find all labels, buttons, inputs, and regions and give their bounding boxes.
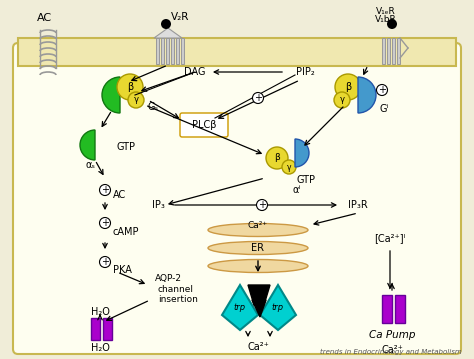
- Wedge shape: [80, 130, 95, 160]
- Text: Gⁱ: Gⁱ: [380, 104, 389, 114]
- Circle shape: [266, 147, 288, 169]
- Circle shape: [387, 19, 397, 29]
- Bar: [382, 295, 392, 323]
- Text: Ca²⁺: Ca²⁺: [381, 345, 403, 355]
- Text: V₁bR: V₁bR: [375, 15, 397, 24]
- Bar: [392, 38, 395, 64]
- Text: AC: AC: [113, 190, 126, 200]
- Text: +: +: [254, 93, 262, 103]
- Text: cAMP: cAMP: [113, 227, 139, 237]
- Text: AC: AC: [36, 13, 52, 23]
- Circle shape: [100, 218, 110, 228]
- Circle shape: [335, 74, 361, 100]
- Circle shape: [253, 93, 264, 103]
- Text: V₂R: V₂R: [171, 12, 189, 22]
- Text: αₛ: αₛ: [86, 160, 96, 170]
- Bar: [166, 38, 170, 64]
- Ellipse shape: [208, 224, 308, 237]
- Bar: [176, 38, 180, 64]
- Polygon shape: [222, 285, 258, 330]
- Text: Gₛ: Gₛ: [148, 102, 159, 112]
- Text: GTP: GTP: [117, 142, 136, 152]
- Wedge shape: [295, 139, 309, 167]
- Circle shape: [117, 74, 143, 100]
- Polygon shape: [248, 285, 270, 305]
- Text: V₁ₑR: V₁ₑR: [376, 8, 396, 17]
- Text: insertion: insertion: [158, 294, 198, 303]
- Bar: [156, 38, 159, 64]
- Text: H₂O: H₂O: [91, 343, 109, 353]
- Text: [Ca²⁺]ᴵ: [Ca²⁺]ᴵ: [374, 233, 406, 243]
- Text: Ca²⁺: Ca²⁺: [248, 222, 268, 230]
- Text: IP₃: IP₃: [152, 200, 164, 210]
- Bar: [171, 38, 174, 64]
- Text: γ: γ: [339, 95, 345, 104]
- Text: αⁱ: αⁱ: [293, 185, 301, 195]
- Bar: [18, 38, 456, 66]
- Text: PLCβ: PLCβ: [192, 120, 216, 130]
- Text: +: +: [101, 257, 109, 267]
- Text: γ: γ: [287, 163, 291, 172]
- Text: β: β: [127, 82, 133, 92]
- Text: PIP₂: PIP₂: [296, 67, 314, 77]
- Bar: [161, 38, 164, 64]
- Text: DAG: DAG: [184, 67, 206, 77]
- Polygon shape: [260, 285, 296, 330]
- Text: H₂O: H₂O: [91, 307, 109, 317]
- Text: β: β: [274, 154, 280, 163]
- Circle shape: [128, 92, 144, 108]
- Ellipse shape: [208, 260, 308, 272]
- Text: trp: trp: [272, 303, 284, 312]
- Wedge shape: [102, 77, 120, 113]
- Text: +: +: [101, 185, 109, 195]
- Circle shape: [100, 256, 110, 267]
- FancyBboxPatch shape: [13, 43, 461, 354]
- Circle shape: [282, 160, 296, 174]
- Text: IP₃R: IP₃R: [348, 200, 368, 210]
- Bar: [387, 38, 391, 64]
- Text: trends in Endocrinology and Metabolism: trends in Endocrinology and Metabolism: [320, 349, 462, 355]
- Bar: [103, 318, 112, 340]
- Text: γ: γ: [134, 95, 138, 104]
- Text: AQP-2: AQP-2: [155, 274, 182, 283]
- Polygon shape: [154, 28, 182, 38]
- Text: +: +: [258, 200, 266, 210]
- Bar: [181, 38, 184, 64]
- Text: channel: channel: [158, 284, 194, 294]
- Circle shape: [256, 200, 267, 210]
- Bar: [382, 38, 385, 64]
- FancyBboxPatch shape: [180, 113, 228, 137]
- Circle shape: [100, 185, 110, 196]
- Text: β: β: [345, 82, 351, 92]
- Bar: [395, 295, 405, 323]
- Bar: [397, 38, 401, 64]
- Ellipse shape: [208, 242, 308, 255]
- Bar: [91, 318, 100, 340]
- Text: Ca Pump: Ca Pump: [369, 330, 415, 340]
- Text: ER: ER: [252, 243, 264, 253]
- Wedge shape: [358, 77, 376, 113]
- Text: GTP: GTP: [297, 175, 316, 185]
- Text: +: +: [101, 218, 109, 228]
- Text: PKA: PKA: [113, 265, 132, 275]
- Circle shape: [334, 92, 350, 108]
- Polygon shape: [252, 300, 266, 317]
- Circle shape: [161, 19, 171, 29]
- Text: +: +: [378, 85, 386, 95]
- Text: Ca²⁺: Ca²⁺: [247, 342, 269, 352]
- Text: trp: trp: [234, 303, 246, 312]
- Circle shape: [376, 84, 388, 95]
